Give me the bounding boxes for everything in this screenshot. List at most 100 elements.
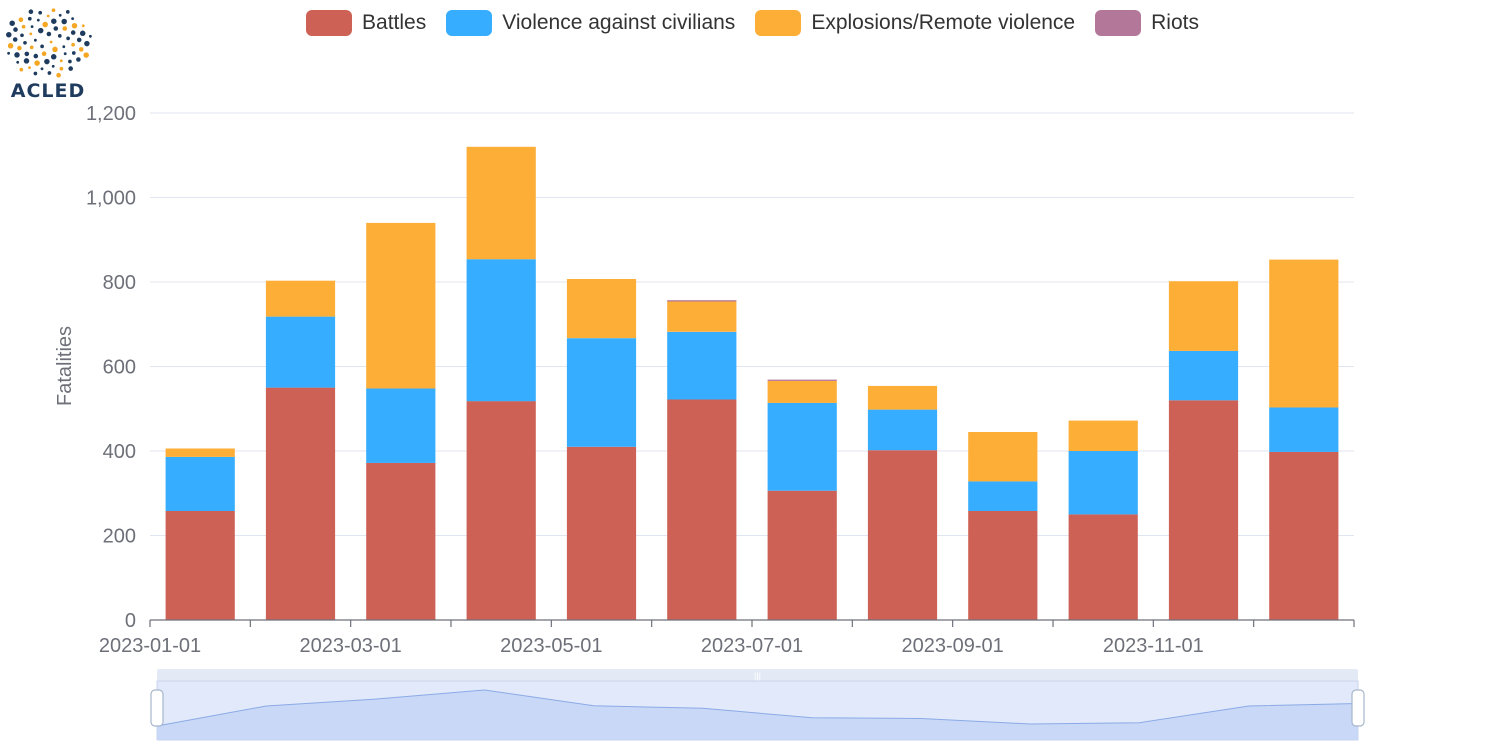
logo-dot bbox=[76, 37, 82, 43]
bar-segment[interactable] bbox=[667, 301, 737, 332]
bar-segment[interactable] bbox=[566, 446, 637, 620]
logo-dot bbox=[34, 60, 40, 66]
logo-dot bbox=[46, 31, 52, 37]
bar-segment[interactable] bbox=[265, 387, 336, 620]
x-tick-label: 2023-07-01 bbox=[701, 635, 803, 657]
logo-dot bbox=[28, 66, 31, 69]
logo-dot bbox=[83, 52, 89, 58]
zoom-selection[interactable] bbox=[157, 681, 1358, 740]
legend-item[interactable]: Riots bbox=[1095, 10, 1199, 36]
bar-segment[interactable] bbox=[1269, 451, 1339, 620]
logo-dot bbox=[23, 40, 27, 45]
bar-segment[interactable] bbox=[867, 385, 938, 410]
logo-dot bbox=[7, 51, 10, 55]
logo-dot bbox=[6, 31, 12, 38]
logo-dot bbox=[38, 10, 43, 15]
logo-dot bbox=[71, 17, 74, 20]
bar-segment[interactable] bbox=[767, 490, 837, 620]
logo-dot bbox=[79, 30, 86, 37]
logo-dot bbox=[89, 34, 92, 38]
bar-segment[interactable] bbox=[968, 481, 1038, 511]
logo-dot bbox=[16, 60, 20, 64]
logo-dot bbox=[53, 26, 59, 31]
bar-segment[interactable] bbox=[1269, 407, 1339, 452]
logo-dot bbox=[70, 30, 76, 35]
bar-segment[interactable] bbox=[566, 279, 637, 339]
logo-dot bbox=[59, 59, 63, 63]
chart-legend: Battles Violence against civilians Explosi… bbox=[0, 6, 1505, 40]
logo-dot bbox=[9, 20, 15, 26]
legend-item[interactable]: Explosions/Remote violence bbox=[755, 10, 1075, 36]
bar-segment[interactable] bbox=[165, 456, 235, 511]
bar-segment[interactable] bbox=[968, 432, 1038, 482]
legend-item[interactable]: Violence against civilians bbox=[446, 10, 735, 36]
bar-segment[interactable] bbox=[165, 511, 235, 620]
logo-dot bbox=[14, 52, 20, 58]
bar-segment[interactable] bbox=[466, 259, 536, 402]
bar-segment[interactable] bbox=[366, 222, 436, 389]
x-tick-label: 2023-01-01 bbox=[99, 635, 201, 657]
y-tick-label: 1,000 bbox=[86, 188, 136, 210]
logo-dot bbox=[17, 45, 22, 51]
logo-dot bbox=[29, 32, 33, 36]
logo-dot bbox=[81, 24, 85, 28]
logo-dot bbox=[63, 52, 67, 56]
logo-dot bbox=[21, 24, 26, 29]
bar-segment[interactable] bbox=[165, 448, 235, 457]
bar-segment[interactable] bbox=[366, 388, 436, 463]
zoom-handle[interactable] bbox=[1351, 689, 1365, 727]
y-tick-label: 600 bbox=[103, 357, 136, 379]
logo-dot bbox=[13, 27, 18, 32]
bar-segment[interactable] bbox=[366, 462, 436, 620]
bar-segment[interactable] bbox=[1068, 514, 1138, 620]
logo-dot bbox=[84, 40, 90, 47]
bar-segment[interactable] bbox=[767, 402, 837, 491]
x-tick-label: 2023-11-01 bbox=[1103, 635, 1204, 657]
logo-dot bbox=[7, 43, 14, 49]
bar-segment[interactable] bbox=[667, 399, 737, 621]
bar-segment[interactable] bbox=[767, 379, 837, 381]
data-zoom-slider[interactable]: ||| bbox=[150, 669, 1365, 741]
acled-logo-text: ACLED bbox=[10, 80, 86, 102]
legend-item[interactable]: Battles bbox=[306, 10, 426, 36]
bar-segment[interactable] bbox=[867, 450, 938, 620]
bar-segment[interactable] bbox=[466, 401, 536, 620]
zoom-overview-area bbox=[157, 690, 1358, 740]
bar-segment[interactable] bbox=[667, 331, 737, 400]
bar-segment[interactable] bbox=[968, 511, 1038, 620]
zoom-overview-line bbox=[156, 689, 1359, 727]
bar-segment[interactable] bbox=[1168, 350, 1239, 401]
bar-segment[interactable] bbox=[1068, 420, 1138, 451]
x-tick-label: 2023-09-01 bbox=[902, 635, 1004, 657]
logo-dot bbox=[65, 10, 70, 14]
bars bbox=[165, 146, 1339, 621]
bar-segment[interactable] bbox=[1269, 259, 1339, 408]
bar-segment[interactable] bbox=[466, 146, 536, 260]
logo-dot bbox=[33, 71, 38, 76]
logo-dot bbox=[71, 22, 78, 29]
bar-segment[interactable] bbox=[867, 409, 938, 451]
bar-segment[interactable] bbox=[566, 338, 637, 447]
bar-segment[interactable] bbox=[1168, 281, 1239, 351]
bar-segment[interactable] bbox=[1168, 400, 1239, 620]
logo-dot bbox=[30, 25, 34, 28]
logo-dot bbox=[47, 71, 52, 75]
logo-dot bbox=[51, 64, 55, 68]
logo-dot bbox=[46, 14, 50, 18]
logo-dot bbox=[62, 45, 66, 49]
bar-segment[interactable] bbox=[265, 316, 336, 388]
bar-segment[interactable] bbox=[667, 300, 737, 302]
bar-segment[interactable] bbox=[767, 380, 837, 403]
logo-dot bbox=[52, 46, 58, 53]
zoom-handle[interactable] bbox=[150, 689, 164, 727]
zoom-drag-bar[interactable] bbox=[157, 669, 1358, 681]
logo-dot bbox=[51, 18, 57, 24]
logo-dot bbox=[36, 18, 40, 22]
bar-segment[interactable] bbox=[265, 280, 336, 317]
logo-dot bbox=[59, 66, 64, 71]
logo-dot bbox=[33, 53, 39, 59]
bar-segment[interactable] bbox=[1068, 451, 1138, 515]
logo-dot bbox=[42, 21, 48, 28]
logo-dot bbox=[58, 13, 62, 17]
